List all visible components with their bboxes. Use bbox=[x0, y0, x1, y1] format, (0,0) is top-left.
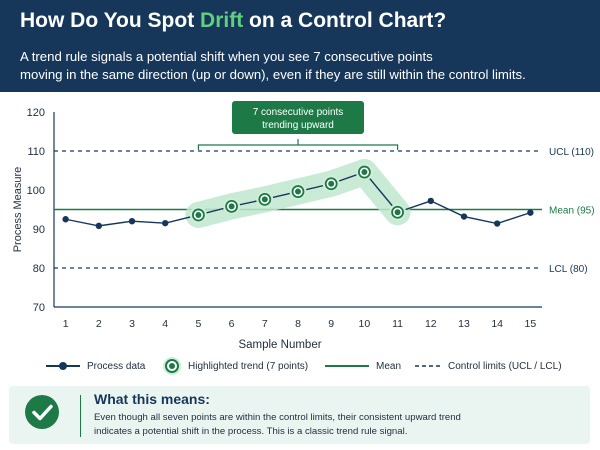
callout-body-line1: Even though all seven points are within … bbox=[94, 412, 461, 423]
trend-point bbox=[295, 188, 301, 195]
callout-title: What this means: bbox=[94, 391, 210, 407]
y-tick-label: 70 bbox=[33, 302, 45, 314]
data-point bbox=[527, 209, 534, 216]
y-axis-label: Process Measure bbox=[12, 167, 24, 253]
legend-mean-swatch bbox=[325, 365, 369, 367]
trend-point bbox=[328, 180, 335, 187]
x-tick-label: 1 bbox=[63, 318, 69, 330]
data-line-segment bbox=[397, 200, 531, 225]
legend-item-limits: Control limits (UCL / LCL) bbox=[414, 354, 562, 378]
x-tick-label: 11 bbox=[392, 318, 403, 330]
trend-point bbox=[261, 196, 268, 203]
page-subtitle: A trend rule signals a potential shift w… bbox=[20, 48, 590, 84]
legend-label-mean: Mean bbox=[376, 360, 402, 372]
legend-line-dot-swatch bbox=[46, 362, 80, 370]
legend-item-mean: Mean bbox=[324, 354, 401, 378]
x-tick-label: 6 bbox=[229, 318, 235, 330]
callout-body: Even though all seven points are within … bbox=[94, 411, 584, 439]
y-tick-label: 100 bbox=[27, 185, 45, 197]
page-title: How Do You Spot Drift on a Control Chart… bbox=[20, 9, 446, 33]
legend-label-process-data: Process data bbox=[87, 360, 146, 372]
callout-body-line2: indicates a potential shift in the proce… bbox=[94, 426, 408, 437]
check-icon bbox=[25, 395, 59, 429]
data-point bbox=[95, 222, 103, 230]
x-tick-label: 5 bbox=[195, 318, 201, 330]
legend-label-trend: Highlighted trend (7 points) bbox=[188, 360, 309, 372]
trend-annotation-box bbox=[232, 101, 364, 134]
trend-point bbox=[394, 209, 401, 216]
x-tick-label: 15 bbox=[525, 318, 537, 330]
legend-trend-swatch bbox=[163, 357, 181, 375]
x-tick-label: 14 bbox=[491, 318, 503, 330]
y-tick-label: 120 bbox=[27, 107, 45, 119]
mean-label: Mean (95) bbox=[549, 206, 595, 217]
x-tick-label: 7 bbox=[262, 318, 268, 330]
data-point bbox=[427, 197, 434, 205]
x-tick-label: 10 bbox=[359, 318, 371, 330]
y-tick-label: 110 bbox=[27, 146, 45, 158]
ucl-label: UCL (110) bbox=[549, 147, 594, 158]
check-mark-glyph bbox=[32, 404, 53, 421]
data-point bbox=[493, 220, 501, 227]
data-point bbox=[162, 219, 169, 227]
callout-divider bbox=[80, 395, 81, 437]
data-point bbox=[128, 218, 136, 225]
data-point bbox=[62, 216, 69, 223]
x-tick-label: 13 bbox=[458, 318, 470, 330]
header-banner: How Do You Spot Drift on a Control Chart… bbox=[0, 0, 600, 92]
title-highlight: Drift bbox=[200, 9, 244, 32]
title-part1: How Do You Spot bbox=[20, 9, 201, 32]
data-point bbox=[460, 213, 468, 220]
trend-point bbox=[228, 203, 235, 210]
legend-limits-swatch bbox=[415, 365, 441, 367]
chart-legend: Process data Highlighted trend (7 points… bbox=[40, 354, 600, 378]
subtitle-line2: moving in the same direction (up or down… bbox=[20, 67, 526, 82]
lcl-label: LCL (80) bbox=[549, 264, 588, 275]
trend-point bbox=[195, 211, 202, 218]
title-part2: on a Control Chart? bbox=[243, 9, 447, 32]
x-tick-label: 12 bbox=[425, 318, 437, 330]
y-tick-label: 90 bbox=[33, 224, 45, 236]
trend-annotation-line1: 7 consecutive points bbox=[253, 107, 344, 118]
x-axis-label: Sample Number bbox=[238, 339, 321, 351]
subtitle-line1: A trend rule signals a potential shift w… bbox=[20, 49, 433, 64]
x-tick-label: 3 bbox=[129, 318, 135, 330]
info-callout: What this means: Even though all seven p… bbox=[9, 386, 590, 444]
y-tick-label: 80 bbox=[33, 263, 45, 275]
trend-bracket bbox=[197, 144, 399, 150]
x-tick-label: 2 bbox=[96, 318, 102, 330]
legend-item-process-data: Process data bbox=[45, 354, 145, 378]
trend-point bbox=[361, 169, 368, 176]
x-tick-label: 9 bbox=[328, 318, 334, 330]
trend-annotation-line2: trending upward bbox=[262, 120, 334, 131]
legend-label-limits: Control limits (UCL / LCL) bbox=[448, 360, 562, 372]
x-tick-label: 4 bbox=[162, 318, 168, 330]
legend-item-trend: Highlighted trend (7 points) bbox=[162, 354, 308, 378]
x-tick-label: 8 bbox=[295, 318, 301, 330]
